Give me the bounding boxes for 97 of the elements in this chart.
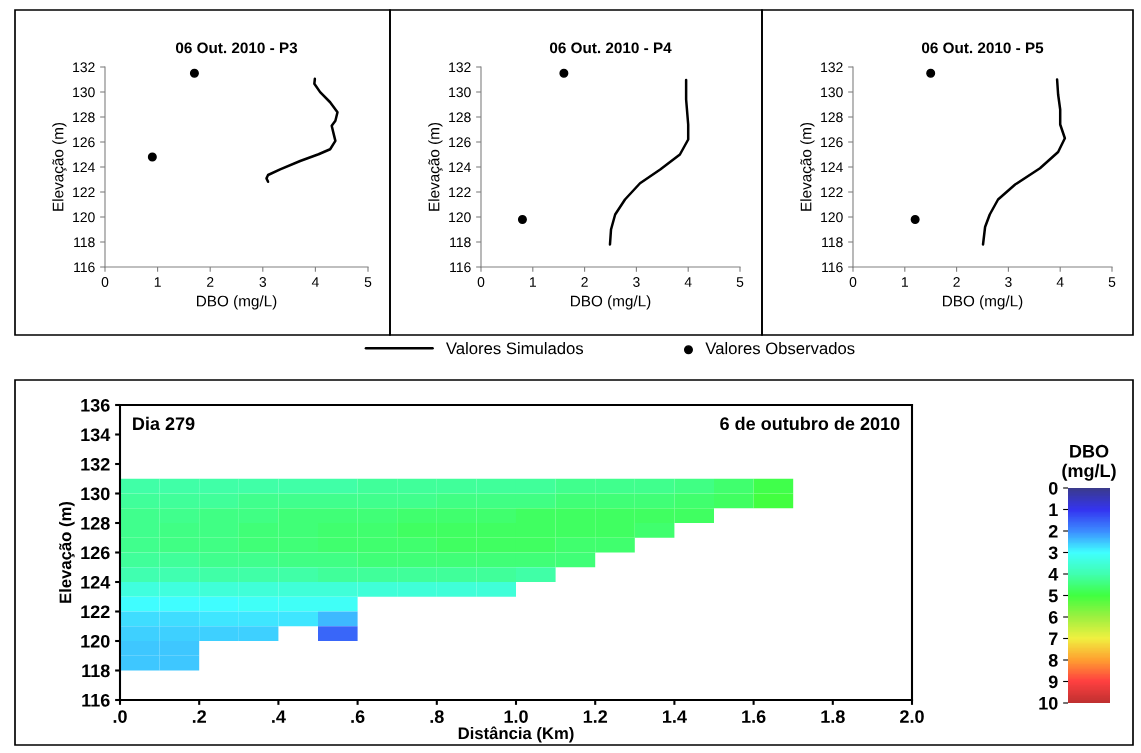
color-bar-label: 1 — [1049, 503, 1058, 517]
color-bar-label: 3 — [1048, 546, 1058, 560]
y-tick-label: 130 — [821, 87, 843, 98]
y-tick-label: 130 — [449, 87, 471, 98]
y-tick-label: 120 — [821, 212, 843, 223]
y-tick-label: 130 — [81, 487, 110, 501]
y-tick-label: 130 — [73, 87, 95, 98]
y-tick-label: 128 — [449, 112, 471, 123]
color-bar-label: 8 — [1048, 653, 1058, 667]
y-tick-label: 134 — [81, 428, 111, 442]
y-tick-label: 116 — [450, 262, 471, 273]
x-tick-label: 1.0 — [504, 710, 528, 723]
x-tick-label: 3 — [633, 277, 640, 287]
y-tick-label: 132 — [73, 62, 95, 73]
y-tick-label: 118 — [82, 664, 110, 678]
color-bar-title: DBO (mg/L) — [1062, 444, 1116, 481]
y-tick-label: 132 — [821, 62, 843, 73]
x-tick-label: 0 — [477, 277, 485, 287]
y-axis-title: Elevação (m) — [52, 122, 67, 211]
y-tick-label: 126 — [81, 546, 110, 560]
x-tick-label: .4 — [272, 710, 286, 723]
color-bar-label: 10 — [1039, 696, 1058, 710]
y-tick-label: 122 — [449, 187, 471, 198]
x-axis-title: Distância (Km) — [458, 726, 574, 743]
y-tick-label: 116 — [82, 693, 110, 707]
y-tick-label: 126 — [449, 137, 471, 148]
y-tick-label: 124 — [81, 575, 111, 589]
chart-title: 06 Out. 2010 - P4 — [549, 42, 672, 54]
line-series — [608, 78, 690, 246]
y-tick-label: 118 — [74, 237, 95, 248]
y-tick-label: 136 — [81, 398, 110, 412]
y-tick-label: 120 — [73, 212, 95, 223]
y-tick-label: 118 — [450, 237, 471, 248]
color-bar-label: 9 — [1048, 675, 1058, 689]
y-tick-label: 124 — [73, 162, 95, 173]
annotation: Dia 279 — [133, 416, 195, 431]
y-tick-label: 128 — [73, 112, 95, 123]
x-tick-label: 5 — [736, 277, 744, 287]
y-tick-label: 126 — [821, 137, 843, 148]
y-tick-label: 122 — [821, 187, 843, 198]
legend-label: Valores Observados — [705, 342, 855, 355]
y-tick-label: 126 — [73, 137, 95, 148]
y-tick-label: 120 — [449, 212, 471, 223]
x-tick-label: .6 — [351, 710, 365, 723]
x-tick-label: 1.4 — [662, 710, 687, 723]
y-tick-label: 132 — [449, 62, 471, 73]
x-tick-label: .8 — [430, 710, 444, 723]
x-tick-label: 4 — [1056, 277, 1064, 287]
color-bar-label: 4 — [1048, 568, 1059, 581]
y-tick-label: 122 — [73, 187, 95, 198]
chart-title: 06 Out. 2010 - P5 — [921, 42, 1044, 54]
x-tick-label: 1 — [902, 277, 908, 287]
x-tick-label: 1.2 — [583, 710, 608, 723]
line-series — [265, 77, 339, 183]
x-tick-label: 2 — [581, 277, 588, 287]
x-axis-title: DBO (mg/L) — [571, 295, 651, 310]
y-tick-label: 124 — [821, 162, 843, 173]
line-series — [981, 78, 1067, 246]
x-tick-label: 2 — [207, 277, 214, 287]
legend-label: Valores Simulados — [446, 342, 584, 355]
x-tick-label: .0 — [113, 710, 127, 723]
y-axis-title: Elevação (m) — [59, 501, 75, 603]
y-tick-label: 118 — [822, 237, 843, 248]
x-tick-label: 0 — [101, 277, 109, 287]
y-tick-label: 124 — [449, 162, 471, 173]
color-bar-label: 6 — [1048, 610, 1058, 624]
y-axis-title: Elevação (m) — [428, 122, 443, 211]
x-tick-label: 2.0 — [900, 710, 924, 723]
x-tick-label: 1 — [530, 277, 536, 287]
y-tick-label: 122 — [81, 605, 110, 619]
y-tick-label: 116 — [822, 262, 843, 273]
x-tick-label: 4 — [311, 277, 319, 287]
x-tick-label: 5 — [1108, 277, 1116, 287]
y-tick-label: 120 — [81, 634, 110, 648]
y-tick-label: 132 — [81, 457, 110, 471]
x-tick-label: 0 — [849, 277, 857, 287]
y-tick-label: 128 — [821, 112, 843, 123]
color-bar-label: 0 — [1048, 481, 1058, 495]
x-tick-label: 3 — [1005, 277, 1012, 287]
y-tick-label: 116 — [74, 262, 95, 273]
y-axis-title: Elevação (m) — [800, 122, 815, 211]
x-axis-title: DBO (mg/L) — [197, 295, 277, 310]
x-tick-label: 4 — [684, 277, 692, 287]
color-bar-label: 7 — [1049, 632, 1058, 646]
x-tick-label: 1.6 — [742, 710, 766, 723]
x-tick-label: 5 — [364, 277, 372, 287]
x-tick-label: .2 — [192, 710, 207, 723]
x-tick-label: 3 — [259, 277, 267, 287]
y-tick-label: 128 — [81, 516, 110, 530]
color-bar-label: 5 — [1048, 589, 1058, 603]
color-bar-label: 2 — [1048, 524, 1058, 538]
x-tick-label: 2 — [953, 277, 960, 287]
chart-title: 06 Out. 2010 - P3 — [175, 42, 298, 54]
annotation: 6 de outubro de 2010 — [720, 416, 900, 431]
x-tick-label: 1 — [154, 277, 161, 287]
x-tick-label: 1.8 — [821, 710, 845, 723]
x-axis-title: DBO (mg/L) — [943, 295, 1023, 310]
